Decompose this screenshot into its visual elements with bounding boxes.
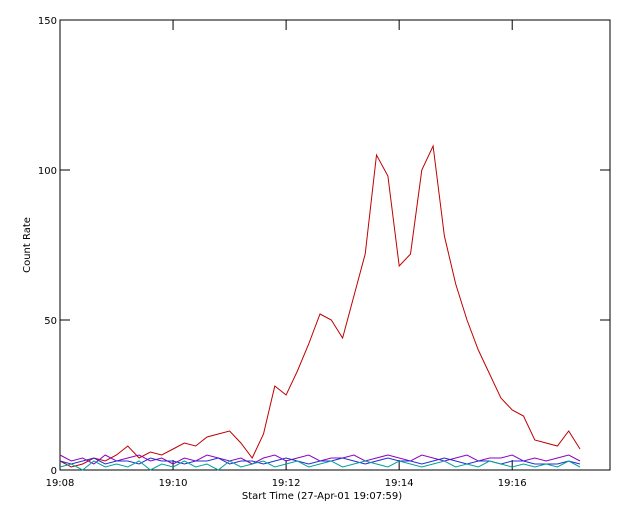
y-axis-label: Count Rate [22, 217, 33, 273]
data-line [59, 457, 581, 465]
y-tick-label: 150 [38, 16, 57, 27]
y-tick-label: 100 [38, 166, 57, 177]
y-tick-label: 50 [44, 316, 57, 327]
x-tick-label: 19:12 [272, 478, 301, 489]
data-line [59, 144, 581, 468]
x-tick-label: 19:08 [46, 478, 75, 489]
data-line [59, 460, 581, 471]
y-tick-label: 0 [51, 466, 57, 477]
x-tick-label: 19:10 [159, 478, 188, 489]
x-tick-label: 19:16 [498, 478, 527, 489]
x-axis-label: Start Time (27-Apr-01 19:07:59) [242, 491, 402, 502]
plot-frame [59, 19, 611, 471]
x-tick-label: 19:14 [385, 478, 414, 489]
